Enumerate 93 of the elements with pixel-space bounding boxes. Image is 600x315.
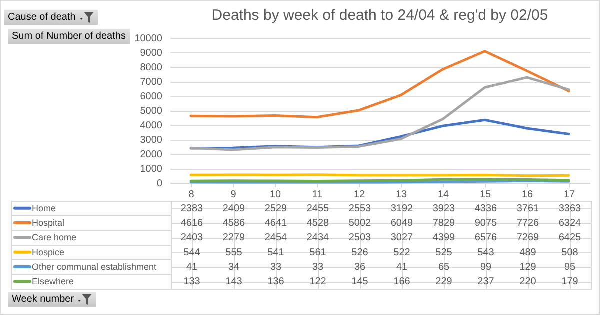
x-tick-label: 8 bbox=[188, 190, 195, 200]
data-label: 7726 bbox=[516, 218, 540, 229]
x-tick-label: 17 bbox=[564, 190, 576, 200]
data-label: 2434 bbox=[306, 232, 330, 244]
text: Sum of Number of deaths bbox=[12, 31, 126, 42]
x-tick-label: 10 bbox=[270, 190, 282, 200]
data-label: 2503 bbox=[348, 232, 372, 244]
line-series bbox=[190, 76, 570, 152]
data-label: 95 bbox=[564, 262, 576, 273]
data-label: 36 bbox=[354, 262, 366, 273]
data-label: 220 bbox=[520, 276, 537, 288]
data-label: 3027 bbox=[390, 232, 414, 244]
data-label: 6324 bbox=[558, 218, 582, 229]
y-tick-label: 10000 bbox=[134, 34, 163, 44]
data-label: 133 bbox=[184, 276, 201, 288]
data-label: 33 bbox=[270, 262, 282, 273]
y-tick-label: 8000 bbox=[140, 62, 163, 74]
data-label: 544 bbox=[184, 247, 201, 258]
data-label: 41 bbox=[396, 262, 408, 273]
y-tick-label: 5000 bbox=[140, 106, 163, 117]
data-label: 489 bbox=[520, 247, 537, 258]
data-label: 6425 bbox=[558, 232, 582, 244]
data-label: 2279 bbox=[222, 232, 246, 244]
data-label: 4641 bbox=[264, 218, 288, 229]
legend-label: Other communal establishment bbox=[32, 262, 158, 272]
chart-title: Deaths by week of death to 24/04 & reg'd by 02/05 bbox=[212, 7, 548, 24]
data-label: 525 bbox=[436, 247, 453, 258]
data-label: 4336 bbox=[474, 203, 498, 214]
data-label: 136 bbox=[268, 276, 285, 288]
text: Cause of death bbox=[8, 12, 76, 23]
x-tick-label: 9 bbox=[230, 190, 237, 200]
data-label: 145 bbox=[352, 276, 369, 288]
data-label: 2455 bbox=[306, 203, 330, 214]
data-label: 237 bbox=[478, 276, 495, 288]
data-label: 2383 bbox=[180, 203, 204, 214]
data-label: 2409 bbox=[222, 203, 246, 214]
data-label: 129 bbox=[520, 262, 537, 273]
data-label: 6049 bbox=[390, 218, 414, 229]
x-tick-label: 15 bbox=[480, 190, 492, 200]
data-label: 143 bbox=[226, 276, 243, 288]
text: Week number bbox=[12, 294, 74, 305]
data-label: 543 bbox=[478, 247, 495, 258]
data-label: 99 bbox=[480, 262, 492, 273]
data-label: 179 bbox=[562, 276, 579, 288]
legend-label: Home bbox=[32, 203, 56, 214]
x-tick-label: 16 bbox=[522, 190, 534, 200]
data-label: 33 bbox=[312, 262, 324, 273]
y-tick-label: 0 bbox=[156, 178, 163, 190]
y-tick-label: 4000 bbox=[140, 120, 163, 132]
data-label: 2553 bbox=[348, 203, 372, 214]
data-label: 3923 bbox=[432, 203, 456, 214]
x-tick-label: 14 bbox=[438, 190, 450, 200]
data-label: 5002 bbox=[348, 218, 372, 229]
data-label: 541 bbox=[268, 247, 285, 258]
data-label: 561 bbox=[310, 247, 327, 258]
data-label: 3363 bbox=[558, 203, 582, 214]
legend-label: Care home bbox=[32, 232, 77, 243]
data-label: 522 bbox=[394, 247, 411, 258]
legend-label: Hospital bbox=[32, 218, 65, 228]
x-tick-label: 13 bbox=[396, 190, 408, 200]
legend-label: Hospice bbox=[32, 247, 65, 258]
data-label: 3192 bbox=[390, 203, 414, 214]
y-tick-label: 9000 bbox=[140, 48, 163, 59]
legend-label: Elsewhere bbox=[32, 276, 74, 287]
data-label: 526 bbox=[352, 247, 369, 258]
data-label: 4399 bbox=[432, 232, 456, 244]
data-label: 9075 bbox=[474, 218, 498, 229]
data-label: 7829 bbox=[432, 218, 456, 229]
data-label: 41 bbox=[186, 262, 198, 273]
data-label: 555 bbox=[226, 247, 243, 258]
data-label: 4586 bbox=[222, 218, 246, 229]
data-label: 65 bbox=[438, 262, 450, 273]
line-series bbox=[190, 50, 570, 119]
x-tick-label: 11 bbox=[312, 190, 324, 200]
data-label: 2454 bbox=[264, 232, 288, 244]
data-label: 6576 bbox=[474, 232, 498, 244]
y-tick-label: 6000 bbox=[140, 92, 163, 102]
x-tick-label: 12 bbox=[354, 190, 366, 200]
data-label: 508 bbox=[562, 247, 579, 258]
y-tick-label: 2000 bbox=[140, 150, 163, 160]
y-tick-label: 1000 bbox=[140, 164, 163, 175]
data-label: 229 bbox=[436, 276, 453, 288]
data-label: 34 bbox=[228, 262, 240, 273]
data-label: 4616 bbox=[180, 218, 204, 229]
data-label: 4528 bbox=[306, 218, 330, 229]
y-tick-label: 7000 bbox=[140, 77, 163, 88]
data-label: 2529 bbox=[264, 203, 288, 214]
y-tick-label: 3000 bbox=[140, 135, 163, 146]
data-label: 2403 bbox=[180, 232, 204, 244]
data-label: 166 bbox=[394, 276, 411, 288]
data-label: 7269 bbox=[516, 232, 540, 244]
data-label: 3761 bbox=[516, 203, 540, 214]
data-label: 122 bbox=[310, 276, 327, 288]
